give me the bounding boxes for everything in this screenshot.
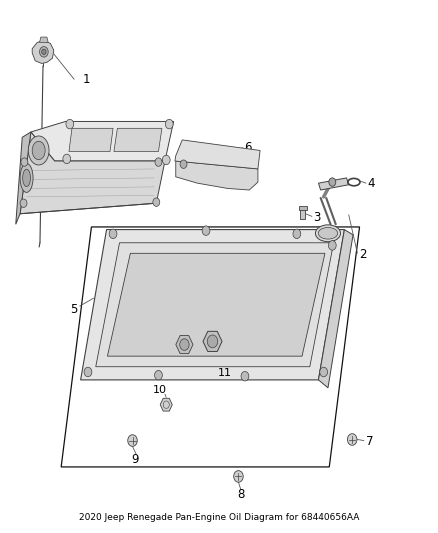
Text: 10: 10 [153, 385, 167, 395]
Polygon shape [318, 230, 353, 388]
Circle shape [155, 158, 162, 166]
Polygon shape [176, 161, 258, 190]
Text: 8: 8 [237, 488, 244, 501]
Polygon shape [318, 178, 349, 190]
Circle shape [155, 370, 162, 380]
Circle shape [39, 46, 48, 57]
Circle shape [207, 335, 218, 348]
Ellipse shape [315, 225, 340, 241]
Circle shape [234, 471, 243, 482]
Polygon shape [69, 128, 113, 151]
Polygon shape [175, 140, 260, 169]
Circle shape [162, 155, 170, 165]
Circle shape [180, 339, 189, 350]
Circle shape [202, 226, 210, 236]
Text: 6: 6 [244, 141, 251, 155]
Text: 3: 3 [313, 211, 321, 224]
Polygon shape [39, 37, 48, 42]
Polygon shape [31, 122, 173, 161]
Polygon shape [114, 128, 162, 151]
Polygon shape [16, 132, 31, 224]
Circle shape [320, 367, 328, 377]
Ellipse shape [23, 169, 31, 187]
Polygon shape [300, 207, 305, 219]
Text: 4: 4 [367, 176, 375, 190]
Circle shape [20, 199, 27, 207]
Polygon shape [160, 398, 172, 411]
Circle shape [347, 434, 357, 445]
Circle shape [166, 119, 173, 129]
Circle shape [328, 241, 336, 250]
Polygon shape [32, 41, 54, 63]
Circle shape [180, 160, 187, 168]
Text: 9: 9 [132, 453, 139, 465]
Polygon shape [107, 253, 325, 356]
Text: 1: 1 [83, 73, 90, 86]
Circle shape [241, 372, 249, 381]
Circle shape [63, 154, 71, 164]
Polygon shape [81, 230, 344, 380]
Circle shape [84, 367, 92, 377]
Text: 7: 7 [366, 435, 374, 448]
Circle shape [128, 435, 137, 446]
Polygon shape [203, 332, 222, 351]
Text: 5: 5 [70, 303, 77, 316]
Ellipse shape [28, 136, 49, 165]
Circle shape [21, 158, 28, 166]
Circle shape [293, 229, 301, 239]
Circle shape [42, 49, 46, 54]
Circle shape [66, 119, 74, 129]
Ellipse shape [20, 164, 33, 192]
Circle shape [153, 198, 160, 206]
Circle shape [109, 229, 117, 239]
Text: 11: 11 [218, 368, 232, 378]
Polygon shape [176, 335, 193, 353]
Ellipse shape [318, 228, 338, 239]
Polygon shape [299, 206, 307, 209]
Circle shape [329, 178, 336, 187]
Text: 2020 Jeep Renegade Pan-Engine Oil Diagram for 68440656AA: 2020 Jeep Renegade Pan-Engine Oil Diagra… [79, 513, 359, 521]
Polygon shape [96, 243, 334, 367]
Ellipse shape [32, 141, 45, 160]
Polygon shape [20, 132, 165, 214]
Text: 2: 2 [360, 248, 367, 261]
